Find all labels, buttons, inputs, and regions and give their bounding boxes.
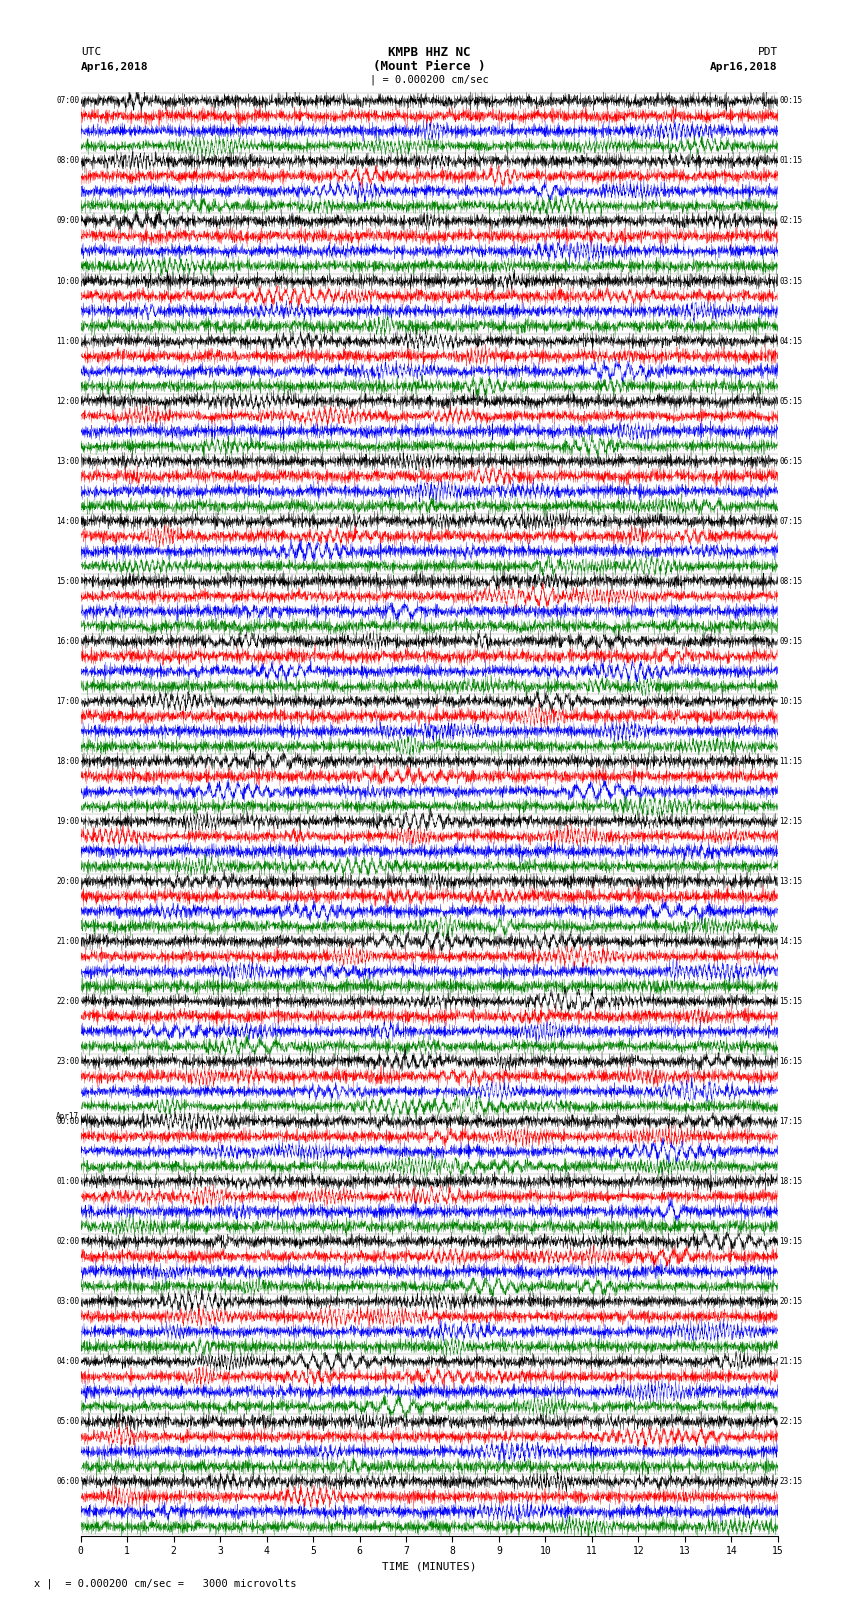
Text: 10:15: 10:15 (779, 697, 802, 706)
Text: 23:15: 23:15 (779, 1478, 802, 1486)
Text: 13:15: 13:15 (779, 877, 802, 886)
Text: 03:15: 03:15 (779, 276, 802, 286)
Text: 12:15: 12:15 (779, 816, 802, 826)
Text: 18:15: 18:15 (779, 1177, 802, 1186)
Text: UTC: UTC (81, 47, 101, 58)
Text: 14:15: 14:15 (779, 937, 802, 945)
Text: 01:15: 01:15 (779, 156, 802, 166)
Text: 08:15: 08:15 (779, 577, 802, 586)
Text: 21:15: 21:15 (779, 1357, 802, 1366)
Text: 10:00: 10:00 (56, 276, 79, 286)
Text: 00:15: 00:15 (779, 97, 802, 105)
Text: 19:15: 19:15 (779, 1237, 802, 1245)
Text: 14:00: 14:00 (56, 516, 79, 526)
Text: 15:00: 15:00 (56, 577, 79, 586)
Text: 02:00: 02:00 (56, 1237, 79, 1245)
Text: 05:15: 05:15 (779, 397, 802, 405)
Text: 20:15: 20:15 (779, 1297, 802, 1307)
Text: 04:00: 04:00 (56, 1357, 79, 1366)
Text: 06:15: 06:15 (779, 456, 802, 466)
Text: 15:15: 15:15 (779, 997, 802, 1007)
X-axis label: TIME (MINUTES): TIME (MINUTES) (382, 1561, 477, 1571)
Text: 07:00: 07:00 (56, 97, 79, 105)
Text: 12:00: 12:00 (56, 397, 79, 405)
Text: 19:00: 19:00 (56, 816, 79, 826)
Text: 08:00: 08:00 (56, 156, 79, 166)
Text: 23:00: 23:00 (56, 1057, 79, 1066)
Text: x |  = 0.000200 cm/sec =   3000 microvolts: x | = 0.000200 cm/sec = 3000 microvolts (34, 1579, 297, 1589)
Text: 01:00: 01:00 (56, 1177, 79, 1186)
Text: PDT: PDT (757, 47, 778, 58)
Text: 16:15: 16:15 (779, 1057, 802, 1066)
Text: 21:00: 21:00 (56, 937, 79, 945)
Text: 11:15: 11:15 (779, 756, 802, 766)
Text: KMPB HHZ NC: KMPB HHZ NC (388, 45, 471, 60)
Text: Apr17: Apr17 (56, 1111, 79, 1121)
Text: 18:00: 18:00 (56, 756, 79, 766)
Text: 00:00: 00:00 (56, 1116, 79, 1126)
Text: 04:15: 04:15 (779, 337, 802, 345)
Text: 09:15: 09:15 (779, 637, 802, 645)
Text: 06:00: 06:00 (56, 1478, 79, 1486)
Text: Apr16,2018: Apr16,2018 (81, 61, 148, 73)
Text: 09:00: 09:00 (56, 216, 79, 226)
Text: | = 0.000200 cm/sec: | = 0.000200 cm/sec (370, 74, 489, 85)
Text: 05:00: 05:00 (56, 1418, 79, 1426)
Text: 03:00: 03:00 (56, 1297, 79, 1307)
Text: 02:15: 02:15 (779, 216, 802, 226)
Text: 17:00: 17:00 (56, 697, 79, 706)
Text: 16:00: 16:00 (56, 637, 79, 645)
Text: 20:00: 20:00 (56, 877, 79, 886)
Text: 22:15: 22:15 (779, 1418, 802, 1426)
Text: Apr16,2018: Apr16,2018 (711, 61, 778, 73)
Text: 07:15: 07:15 (779, 516, 802, 526)
Text: 22:00: 22:00 (56, 997, 79, 1007)
Text: 11:00: 11:00 (56, 337, 79, 345)
Text: (Mount Pierce ): (Mount Pierce ) (373, 60, 485, 74)
Text: 17:15: 17:15 (779, 1116, 802, 1126)
Text: 13:00: 13:00 (56, 456, 79, 466)
